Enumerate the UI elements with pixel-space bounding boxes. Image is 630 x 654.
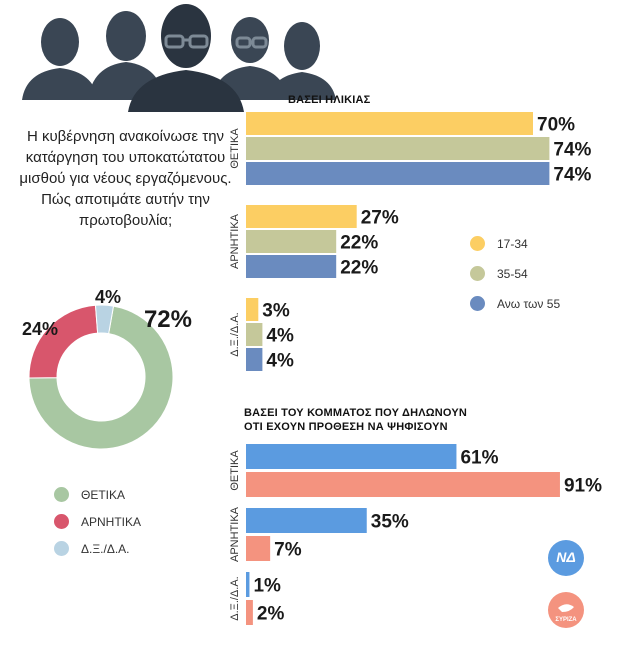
bar xyxy=(246,255,337,278)
survey-question: Η κυβέρνηση ανακοίνωσε την κατάργηση του… xyxy=(19,128,232,229)
party-chart-title-line2: ΟΤΙ ΕΧΟΥΝ ΠΡΟΘΕΣΗ ΝΑ ΨΗΦΙΣΟΥΝ xyxy=(244,421,448,433)
data-label: 35% xyxy=(371,512,409,533)
bar xyxy=(246,348,263,371)
data-label: 91% xyxy=(564,476,602,497)
legend-dot-icon xyxy=(470,266,485,281)
category-label: Δ.Ξ./Δ.Α. xyxy=(229,576,241,620)
bar xyxy=(246,205,357,228)
data-label: 74% xyxy=(553,140,591,161)
category-label: ΘΕΤΙΚΑ xyxy=(229,450,241,491)
nd-logo-text: ΝΔ xyxy=(556,549,576,565)
data-label: 22% xyxy=(340,258,378,279)
age-legend: 17-34 35-54 Ανω των 55 xyxy=(470,236,610,316)
data-label: 7% xyxy=(274,540,302,561)
party-chart-title-line1: ΒΑΣΕΙ ΤΟΥ ΚΟΜΜΑΤΟΣ ΠΟΥ ΔΗΛΩΝΟΥΝ xyxy=(244,407,468,419)
data-label: 4% xyxy=(266,326,294,347)
data-label: 4% xyxy=(266,351,294,372)
data-label: 1% xyxy=(253,576,281,597)
bar xyxy=(246,572,250,597)
bar xyxy=(246,323,263,346)
category-label: ΑΡΝΗΤΙΚΑ xyxy=(229,213,241,269)
legend-dot-icon xyxy=(54,487,69,502)
data-label: 27% xyxy=(361,208,399,229)
legend-label: 17-34 xyxy=(497,237,528,251)
bar xyxy=(246,112,533,135)
donut-slice-2 xyxy=(94,304,115,335)
category-label: ΘΕΤΙΚΑ xyxy=(229,128,241,169)
data-label: 70% xyxy=(537,115,575,136)
data-label: 61% xyxy=(460,448,498,469)
bar xyxy=(246,536,271,561)
legend-dot-icon xyxy=(470,236,485,251)
bar xyxy=(246,508,367,533)
bar xyxy=(246,162,550,185)
legend-label: Δ.Ξ./Δ.Α. xyxy=(81,542,130,556)
donut-chart: 72% 24% 4% xyxy=(22,287,192,450)
donut-slice-1 xyxy=(28,304,99,379)
bar xyxy=(246,600,253,625)
people-illustration xyxy=(22,4,336,112)
syriza-logo-text: ΣΥΡΙΖΑ xyxy=(555,617,577,623)
syriza-logo-badge: ΣΥΡΙΖΑ xyxy=(548,592,584,628)
donut-label-0: 72% xyxy=(144,306,192,333)
legend-dot-icon xyxy=(470,296,485,311)
data-label: 2% xyxy=(257,604,285,625)
bar xyxy=(246,444,457,469)
syriza-logo-icon: ΣΥΡΙΖΑ xyxy=(555,604,577,623)
data-label: 22% xyxy=(340,233,378,254)
bar xyxy=(246,298,259,321)
donut-slice-0 xyxy=(28,305,174,450)
nd-logo-badge: ΝΔ xyxy=(548,540,584,576)
donut-label-2: 4% xyxy=(95,287,121,307)
nd-logo-icon: ΝΔ xyxy=(556,549,576,565)
legend-label: Ανω των 55 xyxy=(497,297,561,311)
legend-label: 35-54 xyxy=(497,267,528,281)
donut-legend: ΘΕΤΙΚΑ ΑΡΝΗΤΙΚΑ Δ.Ξ./Δ.Α. xyxy=(54,487,204,567)
legend-label: ΑΡΝΗΤΙΚΑ xyxy=(81,515,142,529)
legend-dot-icon xyxy=(54,514,69,529)
category-label: ΑΡΝΗΤΙΚΑ xyxy=(229,506,241,562)
category-label: Δ.Ξ./Δ.Α. xyxy=(229,312,241,356)
data-label: 74% xyxy=(553,165,591,186)
party-bar-chart: ΘΕΤΙΚΑ 61% 91% ΑΡΝΗΤΙΚΑ 35% 7% Δ.Ξ./Δ.Α. 1% 2% xyxy=(229,444,602,625)
age-chart-title: ΒΑΣΕΙ ΗΛΙΚΙΑΣ xyxy=(288,94,371,106)
legend-label: ΘΕΤΙΚΑ xyxy=(81,488,126,502)
legend-dot-icon xyxy=(54,541,69,556)
age-bar-chart: ΘΕΤΙΚΑ 70% 74% 74% ΑΡΝΗΤΙΚΑ 27% 22% 22% Δ.Ξ./Δ.Α… xyxy=(229,112,592,372)
bar xyxy=(246,137,550,160)
bar xyxy=(246,472,560,497)
bar xyxy=(246,230,337,253)
donut-label-1: 24% xyxy=(22,319,58,339)
data-label: 3% xyxy=(262,301,290,322)
